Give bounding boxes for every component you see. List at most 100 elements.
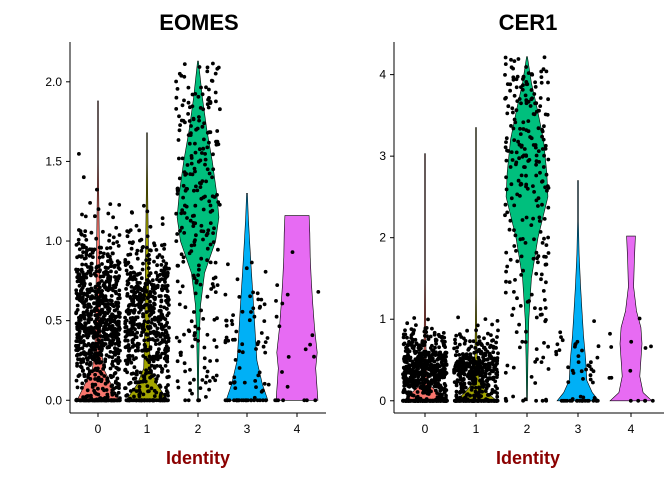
x-tick-label: 2 xyxy=(195,422,202,436)
data-point xyxy=(508,257,513,262)
data-point xyxy=(175,232,180,236)
data-point xyxy=(94,273,98,278)
data-point xyxy=(110,339,114,344)
data-point xyxy=(167,303,171,307)
data-point xyxy=(495,370,500,375)
data-point xyxy=(539,272,544,277)
data-point xyxy=(107,354,112,359)
data-point xyxy=(579,398,584,403)
data-point xyxy=(191,116,196,121)
data-point xyxy=(163,392,167,397)
data-point xyxy=(163,364,168,368)
data-point xyxy=(224,335,229,340)
data-point xyxy=(213,378,218,383)
data-point xyxy=(471,356,476,361)
data-point xyxy=(192,377,196,382)
data-point xyxy=(142,203,146,208)
data-point xyxy=(117,367,121,372)
data-point xyxy=(175,87,180,91)
data-point xyxy=(412,316,417,320)
data-point xyxy=(188,218,193,223)
data-point xyxy=(442,335,447,340)
data-point xyxy=(489,398,494,403)
data-point xyxy=(188,381,192,385)
data-point xyxy=(142,378,147,382)
data-point xyxy=(202,365,207,370)
data-point xyxy=(489,333,493,337)
data-point xyxy=(115,398,119,403)
data-point xyxy=(231,313,236,317)
data-point xyxy=(160,351,165,356)
data-point xyxy=(95,304,99,309)
data-point xyxy=(240,342,245,347)
data-point xyxy=(83,326,88,331)
data-point xyxy=(442,339,447,344)
y-tick-label: 3 xyxy=(379,149,386,163)
data-point xyxy=(505,111,510,116)
data-point xyxy=(188,172,193,177)
data-point xyxy=(187,251,192,256)
data-point xyxy=(474,328,478,333)
data-point xyxy=(428,334,433,339)
data-point xyxy=(108,246,113,250)
data-point xyxy=(92,296,97,300)
data-point xyxy=(543,262,548,267)
data-point xyxy=(145,348,150,352)
data-point xyxy=(216,200,221,205)
data-point xyxy=(434,350,438,355)
data-point xyxy=(407,377,411,382)
data-point xyxy=(476,367,480,371)
data-point xyxy=(585,398,590,403)
data-point xyxy=(180,208,185,213)
data-point xyxy=(471,339,476,344)
data-point xyxy=(491,344,496,349)
data-point xyxy=(196,94,201,99)
data-point xyxy=(123,321,128,326)
data-point xyxy=(455,359,460,364)
data-point xyxy=(540,147,545,151)
data-point xyxy=(526,71,531,75)
data-point xyxy=(105,327,110,332)
data-point xyxy=(469,388,474,392)
data-point xyxy=(113,342,118,346)
data-point xyxy=(135,256,140,261)
data-point xyxy=(479,398,484,403)
data-point xyxy=(201,107,206,112)
data-point xyxy=(255,291,260,296)
x-tick-label: 0 xyxy=(95,422,102,436)
data-point xyxy=(458,374,463,379)
data-point xyxy=(75,385,80,390)
data-point xyxy=(164,385,168,390)
data-point xyxy=(207,387,212,392)
data-point xyxy=(546,97,550,102)
data-point xyxy=(472,376,476,381)
data-point xyxy=(512,228,516,233)
data-point xyxy=(110,302,115,307)
data-point xyxy=(303,347,308,352)
data-point xyxy=(520,339,525,344)
data-point xyxy=(94,265,99,270)
data-point xyxy=(517,97,522,101)
data-point xyxy=(437,356,442,361)
data-point xyxy=(135,372,139,377)
data-point xyxy=(410,380,414,385)
data-point xyxy=(75,398,80,402)
data-point xyxy=(108,350,113,354)
data-point xyxy=(137,310,141,315)
data-point xyxy=(516,139,520,144)
data-point xyxy=(125,234,130,239)
data-point xyxy=(201,146,206,151)
data-point xyxy=(193,337,198,342)
data-point xyxy=(214,99,218,104)
data-point xyxy=(508,82,513,87)
data-point xyxy=(486,357,490,361)
data-point xyxy=(504,279,508,284)
data-point xyxy=(262,381,267,386)
data-point xyxy=(207,96,211,100)
data-point xyxy=(455,397,459,402)
data-point xyxy=(417,373,422,377)
data-point xyxy=(536,260,540,265)
data-point xyxy=(86,302,91,307)
data-point xyxy=(103,342,108,346)
data-point xyxy=(175,359,180,364)
